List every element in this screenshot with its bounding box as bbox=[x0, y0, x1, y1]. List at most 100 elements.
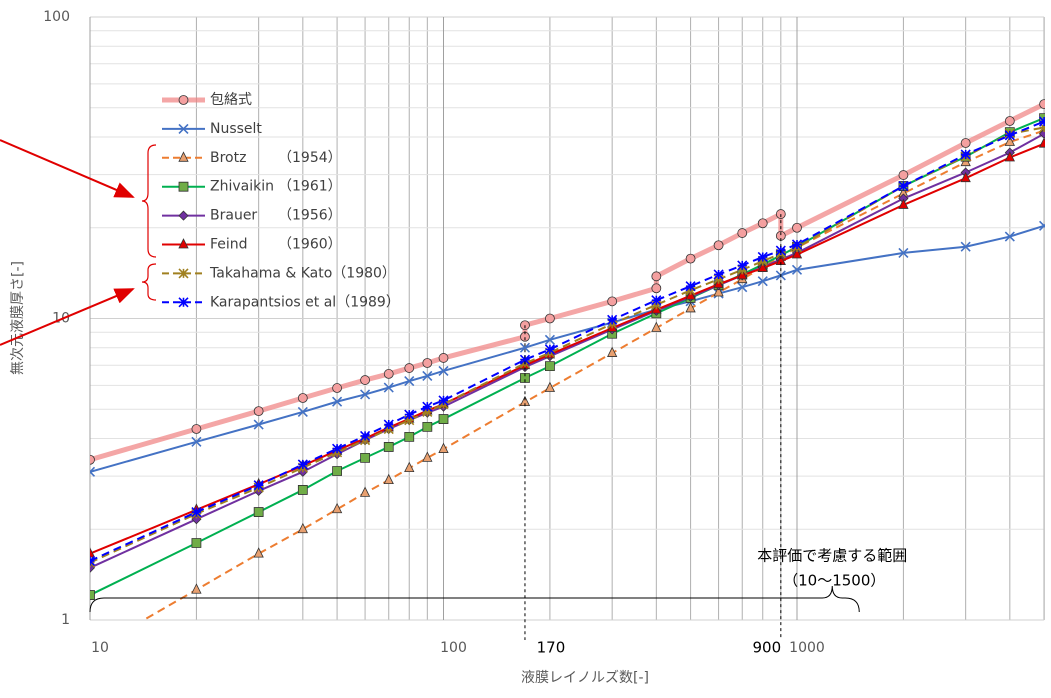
data-point bbox=[253, 547, 264, 558]
data-point bbox=[544, 381, 556, 392]
data-point bbox=[544, 334, 555, 345]
data-point bbox=[651, 295, 662, 306]
data-point bbox=[1004, 151, 1015, 162]
data-point bbox=[1004, 116, 1015, 126]
data-point bbox=[960, 149, 971, 160]
data-point bbox=[1039, 220, 1045, 231]
legend-year: （1961） bbox=[278, 179, 342, 195]
legend-item: Brotz （1954） bbox=[162, 150, 342, 166]
data-point bbox=[297, 522, 308, 534]
reference-label: 170 bbox=[537, 639, 566, 657]
data-point bbox=[685, 281, 696, 292]
data-point bbox=[757, 261, 768, 272]
data-point bbox=[737, 282, 748, 293]
legend-year: （1960） bbox=[278, 237, 342, 253]
data-point bbox=[898, 170, 909, 180]
series-line bbox=[90, 126, 1045, 564]
data-point bbox=[960, 241, 971, 252]
data-point bbox=[191, 583, 202, 594]
range-sublabel: （10～1500） bbox=[783, 572, 885, 590]
series bbox=[90, 99, 1045, 465]
range-brace bbox=[89, 585, 860, 613]
data-point bbox=[791, 239, 803, 250]
data-point bbox=[438, 414, 449, 424]
data-point bbox=[898, 180, 909, 192]
data-point bbox=[757, 251, 768, 263]
data-point bbox=[1039, 116, 1045, 127]
data-point bbox=[438, 365, 449, 377]
series-line bbox=[90, 120, 1045, 562]
data-point bbox=[253, 419, 264, 430]
legend-item: Brauer （1956） bbox=[162, 208, 342, 224]
data-point bbox=[898, 247, 909, 258]
data-point bbox=[713, 240, 724, 251]
data-point bbox=[191, 436, 202, 447]
data-point bbox=[331, 502, 343, 514]
data-point bbox=[332, 383, 342, 393]
x-tick-label: 100 bbox=[440, 640, 467, 656]
series bbox=[90, 220, 1045, 477]
legend-brace bbox=[141, 144, 157, 258]
data-point bbox=[90, 555, 96, 567]
data-point bbox=[792, 222, 802, 233]
data-point bbox=[438, 353, 449, 363]
y-axis-label: 無次元液膜厚さ[-] bbox=[10, 261, 26, 375]
data-point bbox=[297, 459, 308, 470]
data-point bbox=[519, 354, 531, 365]
data-point bbox=[545, 313, 555, 324]
series bbox=[90, 116, 1045, 567]
data-point bbox=[178, 123, 189, 134]
data-point bbox=[519, 342, 531, 353]
x-axis-label: 液膜レイノルズ数[-] bbox=[521, 670, 649, 686]
legend-label: 包絡式 bbox=[210, 92, 252, 108]
legend-label: Brotz bbox=[210, 150, 246, 166]
data-point bbox=[90, 590, 95, 600]
legend-label: Zhivaikin bbox=[210, 179, 274, 195]
data-point bbox=[332, 443, 343, 454]
data-point bbox=[737, 228, 748, 238]
legend-year: （1956） bbox=[278, 208, 342, 224]
data-point bbox=[422, 358, 433, 368]
data-point bbox=[191, 538, 202, 548]
data-point bbox=[360, 375, 370, 385]
data-point bbox=[544, 344, 555, 355]
data-point bbox=[1004, 130, 1015, 141]
data-point bbox=[178, 297, 189, 308]
data-point bbox=[178, 95, 189, 105]
data-point bbox=[404, 415, 415, 426]
data-point bbox=[191, 507, 202, 518]
data-point bbox=[607, 296, 618, 307]
data-point bbox=[757, 276, 768, 287]
data-point bbox=[607, 314, 618, 325]
data-point bbox=[685, 302, 696, 313]
data-point bbox=[404, 376, 415, 387]
data-point bbox=[960, 138, 971, 148]
data-point bbox=[898, 198, 909, 209]
data-point bbox=[360, 452, 370, 463]
data-point bbox=[713, 269, 724, 280]
legend-item: Takahama & Kato（1980） bbox=[162, 265, 396, 281]
series-line bbox=[90, 142, 1045, 555]
data-point bbox=[90, 454, 95, 465]
data-point bbox=[438, 442, 449, 453]
series bbox=[90, 128, 1045, 573]
data-point bbox=[422, 451, 433, 462]
data-point bbox=[737, 268, 748, 280]
data-point bbox=[1004, 231, 1015, 242]
range-label: 本評価で考慮する範囲 bbox=[757, 547, 907, 565]
data-point bbox=[1039, 122, 1045, 133]
arrow bbox=[0, 288, 135, 346]
legend-label: Takahama & Kato（1980） bbox=[209, 265, 396, 281]
data-point bbox=[438, 395, 449, 406]
data-point bbox=[90, 466, 96, 477]
data-point bbox=[960, 171, 971, 183]
data-point bbox=[685, 253, 696, 264]
data-point bbox=[253, 480, 264, 491]
data-point bbox=[90, 547, 96, 558]
data-point bbox=[404, 409, 415, 420]
legend-label: Nusselt bbox=[210, 121, 262, 137]
data-point bbox=[178, 151, 189, 162]
data-point bbox=[359, 486, 371, 497]
overlay: 110100101001000包絡式NusseltBrotz（1954）Zhiv… bbox=[43, 9, 907, 657]
legend-item: 包絡式 bbox=[162, 92, 252, 108]
